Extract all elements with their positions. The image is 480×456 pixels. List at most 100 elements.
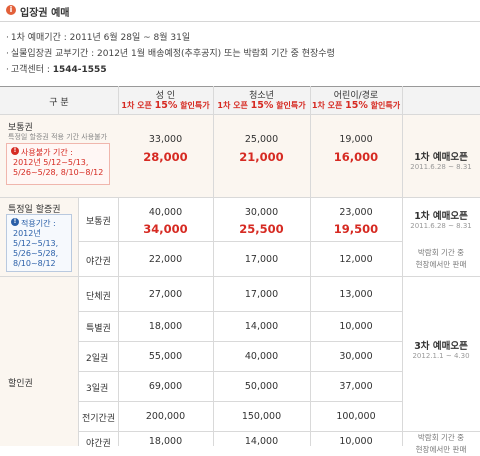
col-divider xyxy=(310,86,311,446)
col-divider xyxy=(118,198,119,446)
table-header-bg xyxy=(0,86,480,114)
row-divider xyxy=(78,241,402,242)
col-divider xyxy=(213,86,214,446)
header-adult: 성 인 xyxy=(155,91,176,101)
row-divider xyxy=(0,114,480,115)
box-title: 적용기간 : xyxy=(21,219,56,228)
row-divider xyxy=(78,401,402,402)
discount-child: 10,000 xyxy=(339,436,373,447)
col-divider xyxy=(402,86,403,446)
discount-youth: 150,000 xyxy=(241,411,282,422)
box-dates: 2012년 5/12~5/13, 5/26~5/28, 8/10~8/12 xyxy=(13,229,59,268)
discount-adult: 18,000 xyxy=(148,436,183,447)
premium-ticket-label: 특정일 할증권 xyxy=(8,205,61,215)
page-title: 입장권 예매 xyxy=(20,8,70,19)
discount-sale-open: 3차 예매오픈 xyxy=(414,341,468,352)
premium-sale-period: 2011.6.28 ~ 8.31 xyxy=(410,222,472,230)
discount-row-name: 3일권 xyxy=(86,384,109,394)
regular-sale-period: 2011.6.28 ~ 8.31 xyxy=(410,163,472,171)
info-text: 실물입장권 교부기간 : 2012년 1월 배송예정(추후공지) 또는 박람회 … xyxy=(10,49,335,59)
discount-youth: 17,000 xyxy=(244,289,279,300)
discount-adult: 69,000 xyxy=(148,381,183,392)
discount-child: 100,000 xyxy=(336,411,376,422)
regular-sale-open: 1차 예매오픈 xyxy=(414,152,468,163)
premium-night-name: 야간권 xyxy=(86,257,111,267)
premium-sale-open: 1차 예매오픈 xyxy=(414,211,468,222)
premium-onsite-note: 박람회 기간 중 현장에서만 판매 xyxy=(415,248,467,269)
discount-youth: 14,000 xyxy=(244,436,279,447)
info-sale-period: · 1차 예매기간 : 2011년 6월 28일 ~ 8월 31일 xyxy=(6,30,190,43)
regular-adult-price: 33,000 xyxy=(148,134,183,145)
regular-adult-sale: 28,000 xyxy=(143,150,188,164)
header-youth: 청소년 xyxy=(249,91,274,101)
ticket-price-table: 구 분 성 인 청소년 어린이/경로 1차 오픈 15% 할인특가 1차 오픈 … xyxy=(0,86,480,454)
section-header: i 입장권 예매 xyxy=(0,0,480,22)
discount-youth: 14,000 xyxy=(244,321,279,332)
discount-youth: 50,000 xyxy=(244,381,279,392)
info-delivery: · 실물입장권 교부기간 : 2012년 1월 배송예정(추후공지) 또는 박람회… xyxy=(6,46,335,59)
discount-child: 37,000 xyxy=(339,381,373,392)
regular-child-sale: 16,000 xyxy=(333,150,379,164)
discount-adult: 55,000 xyxy=(148,351,183,362)
discount-adult: 200,000 xyxy=(145,411,186,422)
row-divider xyxy=(0,276,480,277)
premium-night-youth: 17,000 xyxy=(244,254,279,265)
discount-label-youth: 1차 오픈 15% 할인특가 xyxy=(217,100,306,111)
box-title: 사용불가 기간 : xyxy=(21,148,73,157)
premium-night-adult: 22,000 xyxy=(148,254,183,265)
premium-child-sale: 19,500 xyxy=(333,222,379,236)
info-text: 1차 예매기간 : 2011년 6월 28일 ~ 8월 31일 xyxy=(10,33,191,43)
discount-child: 30,000 xyxy=(339,351,373,362)
regular-ticket-note: 특정일 할증권 적용 기간 사용불가 xyxy=(8,133,108,141)
exclamation-icon: ! xyxy=(11,218,19,226)
discount-row-name: 전기간권 xyxy=(82,414,116,424)
premium-child-price: 23,000 xyxy=(339,207,373,218)
discount-row-name: 2일권 xyxy=(86,354,109,364)
row-divider xyxy=(0,197,480,198)
discount-row-name: 야간권 xyxy=(86,439,111,449)
discount-sale-period: 2012.1.1 ~ 4.30 xyxy=(412,352,470,360)
discount-label-adult: 1차 오픈 15% 할인특가 xyxy=(121,100,210,111)
bullet-icon: · xyxy=(6,33,9,43)
discount-youth: 40,000 xyxy=(244,351,279,362)
circle-info-icon: i xyxy=(6,5,16,15)
col-divider xyxy=(118,86,119,114)
discount-row-name: 특별권 xyxy=(86,324,111,334)
premium-youth-price: 30,000 xyxy=(244,207,279,218)
discount-onsite-note: 박람회 기간 중 현장에서만 판매 xyxy=(415,433,467,454)
discount-row-name: 단체권 xyxy=(86,292,111,302)
phone-number: 1544-1555 xyxy=(52,65,107,75)
discount-adult: 27,000 xyxy=(148,289,183,300)
unavailable-period-box: ! 사용불가 기간 : 2012년 5/12~5/13, 5/26~5/28, … xyxy=(6,143,110,185)
row-divider xyxy=(78,341,402,342)
row-divider xyxy=(78,371,402,372)
regular-ticket-label: 보통권 xyxy=(8,123,33,133)
row-divider xyxy=(78,311,402,312)
discount-label-child: 1차 오픈 15% 할인특가 xyxy=(311,100,401,111)
premium-regular-name: 보통권 xyxy=(86,217,111,227)
regular-youth-sale: 21,000 xyxy=(239,150,284,164)
box-dates: 2012년 5/12~5/13, 5/26~5/28, 8/10~8/12 xyxy=(13,158,104,177)
applicable-period-box: ! 적용기간 : 2012년 5/12~5/13, 5/26~5/28, 8/1… xyxy=(6,214,72,272)
header-category: 구 분 xyxy=(49,98,69,108)
regular-child-price: 19,000 xyxy=(339,134,373,145)
discount-adult: 18,000 xyxy=(148,321,183,332)
discount-child: 13,000 xyxy=(339,289,373,300)
discount-child: 10,000 xyxy=(339,321,373,332)
premium-night-child: 12,000 xyxy=(339,254,373,265)
col-divider xyxy=(78,198,79,446)
header-child: 어린이/경로 xyxy=(333,91,379,101)
exclamation-icon: ! xyxy=(11,147,19,155)
bullet-icon: · xyxy=(6,65,9,75)
row-divider xyxy=(78,431,480,432)
premium-adult-sale: 34,000 xyxy=(143,222,188,236)
divider xyxy=(0,21,480,22)
info-text: 고객센터 : xyxy=(10,65,53,75)
regular-youth-price: 25,000 xyxy=(244,134,279,145)
discount-ticket-label: 할인권 xyxy=(8,379,33,389)
table-top-border xyxy=(0,86,480,87)
info-customer-center: · 고객센터 : 1544-1555 xyxy=(6,62,107,75)
bullet-icon: · xyxy=(6,49,9,59)
premium-youth-sale: 25,500 xyxy=(239,222,284,236)
premium-adult-price: 40,000 xyxy=(148,207,183,218)
